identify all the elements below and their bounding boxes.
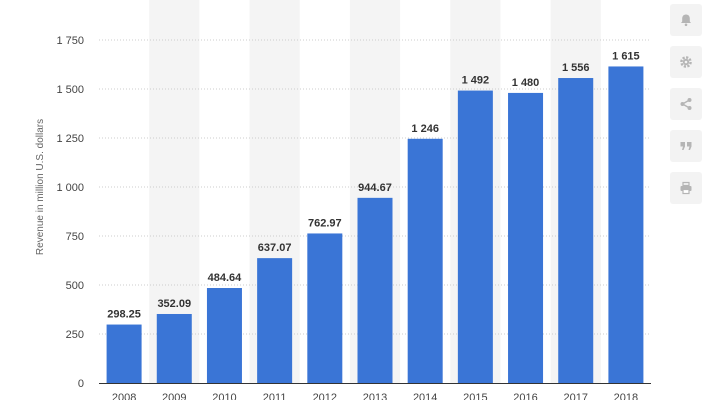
print-button[interactable]: [670, 172, 702, 204]
notification-button[interactable]: [670, 4, 702, 36]
data-label-2018: 1 615: [612, 50, 640, 62]
x-tick-label-2016: 2016: [513, 392, 537, 400]
bar-2017: [558, 78, 594, 384]
data-label-2016: 1 480: [512, 77, 540, 89]
share-icon: [680, 98, 692, 110]
quote-icon: [680, 142, 692, 150]
y-tick-label: 1 250: [56, 133, 84, 145]
print-icon: [680, 181, 692, 195]
bar-2012: [307, 233, 343, 383]
y-tick-label: 250: [66, 329, 84, 341]
x-tick-label-2008: 2008: [112, 392, 136, 400]
x-tick-label-2011: 2011: [263, 392, 287, 400]
y-axis-title: Revenue in million U.S. dollars: [35, 119, 46, 255]
x-tick-label-2009: 2009: [162, 392, 186, 400]
x-tick-label-2017: 2017: [563, 392, 587, 400]
data-label-2014: 1 246: [411, 123, 439, 135]
data-label-2013: 944.67: [358, 182, 392, 194]
bar-2010: [206, 288, 242, 383]
y-tick-label: 1 750: [56, 35, 84, 47]
y-axis-ticks: 0 250 500 750 1 000 1 250 1 500 1 750: [56, 35, 84, 390]
y-tick-label: 1 500: [56, 84, 84, 96]
x-tick-label-2014: 2014: [413, 392, 437, 400]
x-axis-ticks: 2008 2009 2010 2011 2012 2013 2014 2015 2016 2017…: [112, 392, 638, 400]
bar-chart: 0 250 500 750 1 000 1 250 1 500 1 750 Revenue i…: [35, 0, 651, 400]
x-tick-label-2010: 2010: [212, 392, 236, 400]
data-label-2015: 1 492: [462, 75, 490, 87]
bar-2014: [407, 138, 443, 383]
bar-2013: [357, 197, 393, 383]
bar-2018: [608, 66, 644, 384]
y-tick-label: 500: [66, 280, 84, 292]
share-button[interactable]: [670, 88, 702, 120]
data-label-2008: 298.25: [107, 309, 141, 321]
data-label-2011: 637.07: [258, 242, 292, 254]
bar-2008: [106, 324, 142, 383]
data-label-2009: 352.09: [157, 298, 191, 310]
settings-button[interactable]: [670, 46, 702, 78]
data-label-2010: 484.64: [208, 272, 243, 284]
y-tick-label: 0: [78, 378, 84, 390]
chart-toolbar: [670, 4, 702, 204]
y-tick-label: 750: [66, 231, 84, 243]
x-tick-label-2013: 2013: [363, 392, 387, 400]
bar-2016: [508, 92, 544, 384]
x-tick-label-2012: 2012: [313, 392, 337, 400]
bar-2015: [457, 90, 493, 384]
x-tick-label-2015: 2015: [463, 392, 487, 400]
data-label-2012: 762.97: [308, 217, 342, 229]
y-tick-label: 1 000: [56, 182, 84, 194]
cite-button[interactable]: [670, 130, 702, 162]
bell-icon: [681, 14, 691, 27]
bar-2009: [156, 313, 192, 383]
bars: [106, 66, 644, 384]
gear-icon: [680, 56, 692, 68]
data-label-2017: 1 556: [562, 62, 590, 74]
x-tick-label-2018: 2018: [614, 392, 638, 400]
bar-2011: [257, 258, 293, 383]
data-labels: 298.25 352.09 484.64 637.07 762.97 944.67 1 24…: [107, 50, 639, 320]
